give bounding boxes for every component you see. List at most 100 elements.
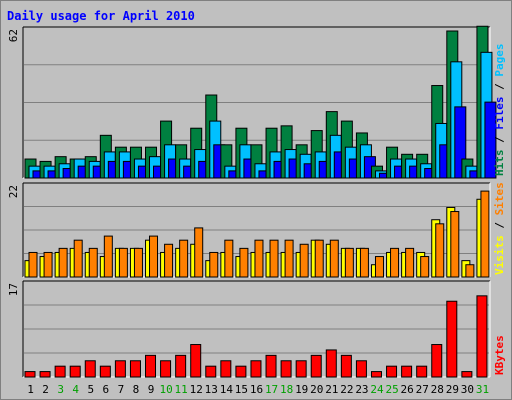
bar-kbytes-day-30 [461, 371, 473, 378]
legend-entry: / [493, 215, 506, 235]
x-tick-label-day-26: 26 [401, 383, 414, 396]
x-tick-label-day-14: 14 [220, 383, 234, 396]
x-tick-label-day-15: 15 [235, 383, 248, 396]
bar-sites-day-22 [344, 247, 354, 278]
x-tick-label-day-9: 9 [148, 383, 155, 396]
bar-sites-day-28 [435, 223, 445, 278]
bar-kbytes-day-3 [54, 365, 66, 378]
bar-sites-day-15 [239, 247, 249, 278]
x-tick-label-day-30: 30 [461, 383, 474, 396]
x-tick-label-day-23: 23 [355, 383, 368, 396]
bar-kbytes-day-8 [129, 360, 141, 378]
bar-kbytes-day-18 [280, 360, 292, 378]
legend-visits-sites: Visits / Sites [493, 182, 506, 275]
bar-sites-day-21 [329, 239, 339, 278]
bar-sites-day-10 [164, 243, 174, 278]
bar-sites-day-27 [420, 256, 430, 278]
legend-entry: Pages [493, 44, 506, 77]
bar-sites-day-6 [103, 235, 113, 278]
x-tick-label-day-11: 11 [175, 383, 188, 396]
bar-kbytes-day-19 [295, 360, 307, 378]
bar-kbytes-day-4 [69, 365, 81, 378]
legend-entry: / [493, 77, 506, 97]
bar-sites-day-20 [314, 239, 324, 278]
x-tick-label-day-21: 21 [325, 383, 338, 396]
legend-kbytes: KBytes [493, 335, 506, 375]
bar-sites-day-31 [480, 190, 490, 278]
y-max-label-visits-sites: 22 [7, 185, 20, 198]
bar-sites-day-13 [209, 251, 219, 278]
bar-sites-day-9 [149, 235, 159, 278]
bar-kbytes-day-27 [416, 365, 428, 378]
bar-kbytes-day-11 [175, 354, 187, 378]
bar-kbytes-day-28 [431, 344, 443, 378]
chart-title: Daily usage for April 2010 [7, 9, 195, 23]
bar-sites-day-16 [254, 239, 264, 278]
x-tick-label-day-4: 4 [72, 383, 79, 396]
bar-kbytes-day-22 [340, 354, 352, 378]
x-tick-label-day-20: 20 [310, 383, 323, 396]
x-tick-label-day-24: 24 [370, 383, 384, 396]
x-tick-label-day-19: 19 [295, 383, 308, 396]
x-tick-label-day-25: 25 [385, 383, 398, 396]
bar-sites-day-3 [58, 247, 68, 278]
x-tick-label-day-31: 31 [476, 383, 489, 396]
bar-sites-day-26 [405, 247, 415, 278]
x-tick-label-day-3: 3 [57, 383, 64, 396]
x-tick-label-day-29: 29 [446, 383, 459, 396]
bar-kbytes-day-6 [99, 365, 111, 378]
bar-sites-day-19 [299, 243, 309, 278]
x-tick-label-day-28: 28 [431, 383, 444, 396]
bar-sites-day-18 [284, 239, 294, 278]
x-tick-label-day-13: 13 [205, 383, 218, 396]
legend-entry: Sites [493, 182, 506, 215]
legend-entry: / [493, 130, 506, 150]
bar-sites-day-4 [73, 239, 83, 278]
bar-kbytes-day-1 [24, 371, 36, 378]
bar-kbytes-day-26 [401, 365, 413, 378]
x-tick-label-day-12: 12 [190, 383, 203, 396]
legend-entry: Visits [493, 235, 506, 275]
bar-sites-day-2 [43, 251, 53, 278]
bar-kbytes-day-20 [310, 354, 322, 378]
bar-kbytes-day-29 [446, 300, 458, 378]
legend-hits-files-pages: Hits / Files / Pages [493, 44, 506, 177]
x-tick-label-day-8: 8 [133, 383, 140, 396]
bar-kbytes-day-2 [39, 371, 51, 378]
legend-entry: Files [493, 97, 506, 130]
x-tick-label-day-18: 18 [280, 383, 293, 396]
bar-sites-day-7 [118, 247, 128, 278]
x-tick-label-day-2: 2 [42, 383, 49, 396]
bar-kbytes-day-25 [386, 365, 398, 378]
x-tick-label-day-7: 7 [118, 383, 125, 396]
bar-kbytes-day-21 [325, 349, 337, 378]
bar-kbytes-day-13 [205, 365, 217, 378]
bar-kbytes-day-14 [220, 360, 232, 378]
legend-entry: KBytes [493, 335, 506, 375]
y-max-label-kbytes: 17 [7, 283, 20, 296]
bar-sites-day-17 [269, 239, 279, 278]
bar-sites-day-23 [359, 247, 369, 278]
bar-sites-day-8 [133, 247, 143, 278]
bar-kbytes-day-5 [84, 360, 96, 378]
x-tick-label-day-16: 16 [250, 383, 263, 396]
bar-sites-day-1 [28, 251, 38, 278]
bar-kbytes-day-12 [190, 344, 202, 378]
y-max-label-hits-files-pages: 62 [7, 29, 20, 42]
bar-kbytes-day-10 [160, 360, 172, 378]
x-tick-label-day-27: 27 [416, 383, 429, 396]
bar-sites-day-12 [194, 227, 204, 278]
bar-kbytes-day-16 [250, 360, 262, 378]
bar-sites-day-25 [390, 247, 400, 278]
bar-sites-day-29 [450, 211, 460, 278]
x-tick-label-day-17: 17 [265, 383, 278, 396]
bar-kbytes-day-9 [145, 354, 157, 378]
bar-kbytes-day-17 [265, 354, 277, 378]
bar-sites-day-30 [465, 264, 475, 278]
legend-entry: Hits [493, 150, 506, 177]
bar-kbytes-day-7 [114, 360, 126, 378]
bar-pages-day-31 [484, 101, 497, 179]
x-tick-label-day-10: 10 [159, 383, 172, 396]
